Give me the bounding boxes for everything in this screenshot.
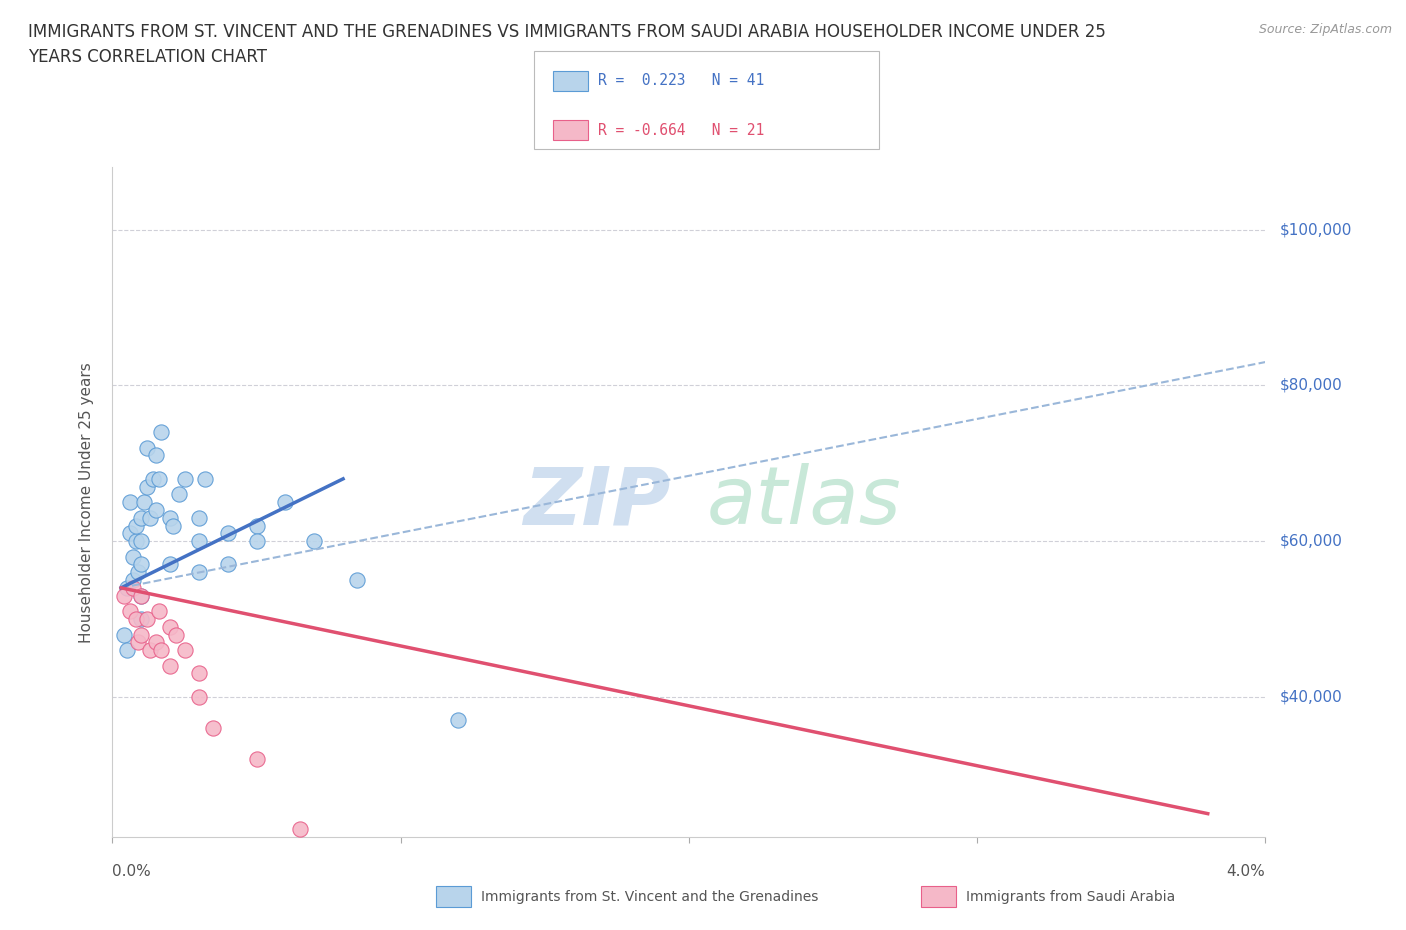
Point — [245, 518, 267, 533]
Point — [167, 487, 190, 502]
Point — [112, 627, 135, 642]
Point — [124, 612, 146, 627]
Point — [121, 580, 143, 595]
Point — [129, 534, 153, 549]
Point — [136, 440, 159, 455]
Text: IMMIGRANTS FROM ST. VINCENT AND THE GRENADINES VS IMMIGRANTS FROM SAUDI ARABIA H: IMMIGRANTS FROM ST. VINCENT AND THE GREN… — [28, 23, 1107, 41]
Text: Source: ZipAtlas.com: Source: ZipAtlas.com — [1258, 23, 1392, 36]
Point — [118, 604, 141, 618]
Point — [118, 495, 141, 510]
Point — [142, 472, 165, 486]
Point — [188, 534, 211, 549]
Point — [159, 619, 181, 634]
Point — [159, 658, 181, 673]
Point — [202, 721, 225, 736]
Point — [129, 588, 153, 603]
Point — [121, 550, 143, 565]
Point — [188, 666, 211, 681]
Point — [288, 822, 311, 837]
Text: $80,000: $80,000 — [1279, 378, 1343, 392]
Point — [447, 712, 470, 727]
Point — [115, 643, 138, 658]
Point — [188, 565, 211, 579]
Point — [145, 635, 167, 650]
Point — [159, 511, 181, 525]
Text: 0.0%: 0.0% — [112, 864, 152, 879]
Point — [139, 511, 162, 525]
Point — [139, 643, 162, 658]
Point — [173, 472, 195, 486]
Point — [145, 448, 167, 463]
Text: $40,000: $40,000 — [1279, 689, 1343, 704]
Point — [129, 627, 153, 642]
Point — [245, 534, 267, 549]
Point — [148, 604, 170, 618]
Point — [245, 751, 267, 766]
Point — [217, 525, 239, 540]
Text: $100,000: $100,000 — [1279, 222, 1351, 237]
Point — [148, 472, 170, 486]
Point — [217, 557, 239, 572]
Text: $60,000: $60,000 — [1279, 534, 1343, 549]
Text: Immigrants from Saudi Arabia: Immigrants from Saudi Arabia — [966, 889, 1175, 904]
Y-axis label: Householder Income Under 25 years: Householder Income Under 25 years — [79, 362, 94, 643]
Point — [127, 565, 149, 579]
Point — [115, 580, 138, 595]
Point — [136, 612, 159, 627]
Text: atlas: atlas — [707, 463, 901, 541]
Point — [129, 511, 153, 525]
Point — [127, 635, 149, 650]
Text: YEARS CORRELATION CHART: YEARS CORRELATION CHART — [28, 48, 267, 66]
Text: R = -0.664   N = 21: R = -0.664 N = 21 — [598, 123, 763, 138]
Text: R =  0.223   N = 41: R = 0.223 N = 41 — [598, 73, 763, 88]
Text: 4.0%: 4.0% — [1226, 864, 1265, 879]
Point — [173, 643, 195, 658]
Point — [134, 495, 156, 510]
Point — [194, 472, 217, 486]
Point — [124, 534, 146, 549]
Point — [145, 502, 167, 517]
Point — [159, 557, 181, 572]
Point — [121, 573, 143, 588]
Point — [124, 518, 146, 533]
Point — [188, 689, 211, 704]
Point — [129, 588, 153, 603]
Point — [274, 495, 297, 510]
Point — [165, 627, 187, 642]
Point — [129, 557, 153, 572]
Point — [129, 612, 153, 627]
Point — [112, 588, 135, 603]
Point — [150, 425, 173, 440]
Point — [304, 534, 326, 549]
Text: Immigrants from St. Vincent and the Grenadines: Immigrants from St. Vincent and the Gren… — [481, 889, 818, 904]
Point — [118, 525, 141, 540]
Point — [162, 518, 184, 533]
Text: ZIP: ZIP — [523, 463, 671, 541]
Point — [150, 643, 173, 658]
Point — [188, 511, 211, 525]
Point — [136, 479, 159, 494]
Point — [346, 573, 368, 588]
